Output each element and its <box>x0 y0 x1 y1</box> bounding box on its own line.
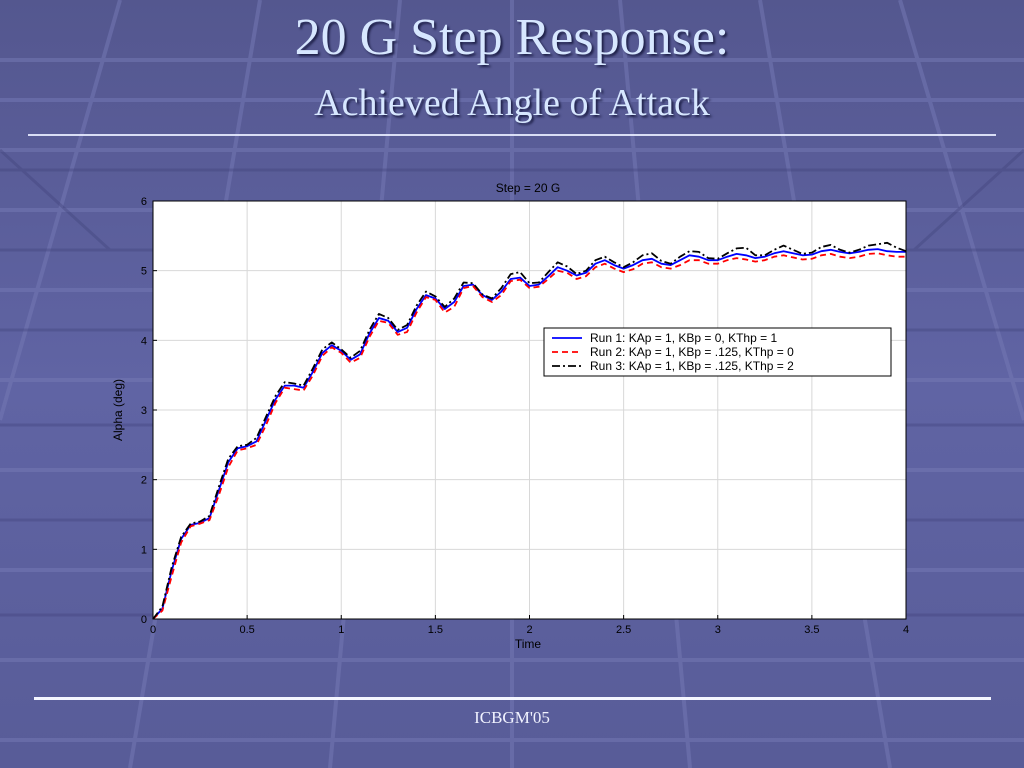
x-tick-label: 2.5 <box>616 624 631 636</box>
series-line-run-3 <box>152 241 907 620</box>
slide-subtitle: Achieved Angle of Attack <box>314 82 710 124</box>
x-tick-label: 4 <box>903 624 909 636</box>
y-tick-label: 3 <box>141 405 147 417</box>
series-line-run-2 <box>152 252 906 620</box>
legend-box <box>543 327 892 377</box>
step-response-chart: 0 0.5 1 1.5 2 2.5 3 3.5 4 0 1 2 3 4 5 6 Step = 20 G Tim… <box>111 181 909 651</box>
chart-title: Step = 20 G <box>496 181 560 195</box>
legend-label-run-3: Run 3: KAp = 1, KBp = .125, KThp = 2 <box>590 359 794 373</box>
series-line-run-1 <box>152 248 906 620</box>
x-axis-label: Time <box>515 637 542 651</box>
x-tick-label: 3 <box>715 624 721 636</box>
slide-title: 20 G Step Response: <box>294 9 730 66</box>
legend-label-run-2: Run 2: KAp = 1, KBp = .125, KThp = 0 <box>590 345 794 359</box>
y-tick-label: 0 <box>141 614 147 626</box>
x-tick-label: 0 <box>150 624 156 636</box>
x-tick-label: 1.5 <box>428 624 443 636</box>
x-tick-label: 1 <box>338 624 344 636</box>
x-tick-label: 3.5 <box>804 624 819 636</box>
y-axis-label: Alpha (deg) <box>111 379 125 441</box>
y-tick-label: 5 <box>141 266 147 278</box>
legend-label-run-1: Run 1: KAp = 1, KBp = 0, KThp = 1 <box>590 331 777 345</box>
y-tick-label: 2 <box>141 475 147 487</box>
x-tick-label: 2 <box>526 624 532 636</box>
footer-divider <box>34 697 991 700</box>
series-lines <box>152 241 907 620</box>
footer-text: ICBGM'05 <box>474 708 550 727</box>
y-tick-label: 1 <box>141 544 147 556</box>
y-tick-label: 4 <box>141 335 147 347</box>
axis-ticks: 0 0.5 1 1.5 2 2.5 3 3.5 4 0 1 2 3 4 5 6 <box>141 196 909 636</box>
y-tick-label: 6 <box>141 196 147 208</box>
x-tick-label: 0.5 <box>239 624 254 636</box>
title-divider <box>28 134 996 136</box>
